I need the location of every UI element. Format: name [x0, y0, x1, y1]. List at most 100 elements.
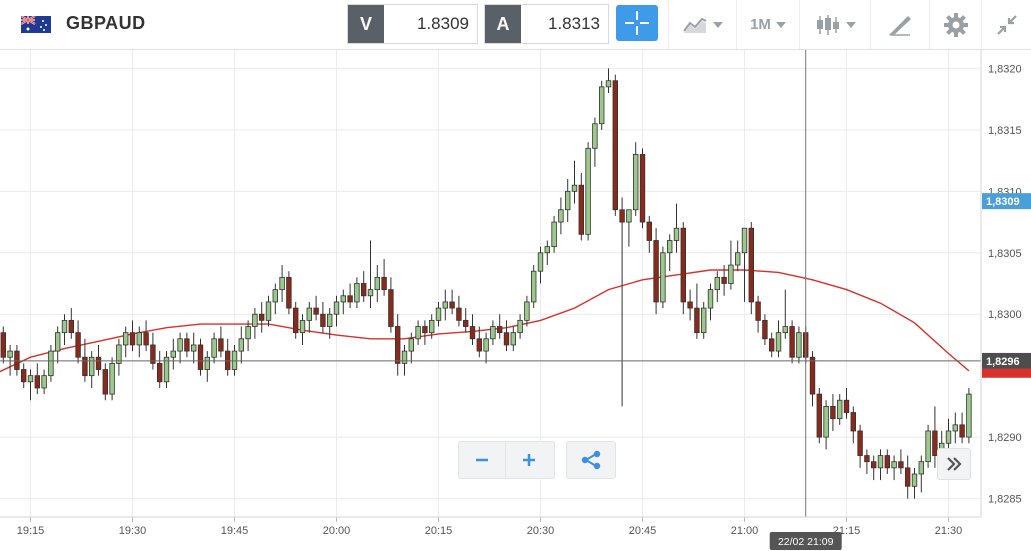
candle	[537, 246, 544, 284]
candle	[966, 387, 972, 444]
candle-body-up	[265, 301, 272, 321]
candle-body-down	[850, 412, 856, 432]
candle	[123, 326, 129, 358]
candle	[503, 320, 510, 352]
candle	[129, 320, 136, 352]
candle-body-down	[347, 295, 353, 303]
candle	[394, 314, 401, 376]
y-tick-label: 1,8290	[988, 432, 1022, 444]
price-chart[interactable]: 22/02 21:09 1,83201,83151,83101,83051,83…	[0, 49, 1031, 551]
ask-quote[interactable]: A 1.8313	[484, 4, 609, 44]
settings-button[interactable]	[929, 0, 981, 49]
candle-body-down	[762, 319, 768, 340]
candle	[524, 295, 530, 327]
crosshair-icon	[625, 11, 649, 35]
candle-body-down	[258, 313, 265, 321]
candle	[605, 68, 612, 94]
candle	[197, 338, 204, 376]
collapse-button[interactable]	[981, 0, 1031, 49]
candle-body-down	[748, 227, 754, 303]
candle	[435, 301, 442, 327]
candle	[891, 455, 897, 481]
candle	[299, 314, 306, 345]
candle-body-up	[27, 375, 34, 383]
candle	[340, 289, 346, 315]
candle-body-down	[102, 369, 108, 395]
gear-icon	[943, 12, 968, 37]
candle-body-down	[578, 184, 584, 235]
candle	[190, 332, 197, 364]
candle-body-down	[884, 455, 890, 469]
candle-body-down	[871, 461, 877, 469]
candle	[462, 308, 469, 333]
candle	[156, 351, 163, 388]
bid-quote[interactable]: V 1.8309	[347, 4, 478, 44]
candle	[673, 203, 680, 253]
candle-body-down	[286, 276, 292, 309]
candle	[211, 332, 217, 364]
x-tick-label: 20:45	[629, 525, 657, 537]
candle	[585, 142, 591, 241]
candle	[490, 320, 496, 345]
candle	[41, 369, 47, 395]
candle-body-up	[605, 80, 612, 88]
candle-body-down	[809, 356, 816, 395]
candle-body-down	[830, 405, 836, 420]
candle	[918, 455, 924, 493]
candle	[843, 387, 850, 419]
x-tick-label: 21:30	[935, 525, 963, 537]
candle-body-down	[694, 307, 700, 334]
candle	[728, 240, 734, 290]
candle-body-down	[313, 307, 319, 315]
candle	[932, 406, 938, 468]
candle-body-up	[435, 307, 442, 321]
candle	[769, 332, 775, 358]
timeframe-menu[interactable]: 1M	[736, 0, 799, 49]
crosshair-label-bg	[769, 532, 842, 550]
candle-body-up	[524, 301, 530, 321]
x-tick-label: 19:15	[17, 525, 45, 537]
zoom-in-button[interactable]	[506, 442, 552, 478]
crosshair-button[interactable]	[616, 5, 658, 41]
scroll-to-latest-button[interactable]	[937, 448, 971, 480]
candle	[374, 265, 380, 302]
candle	[456, 295, 462, 327]
candle-body-down	[864, 455, 870, 463]
candle-body-up	[483, 338, 489, 352]
drawing-tools-button[interactable]	[870, 0, 929, 49]
candle	[660, 246, 666, 309]
candle-body-up	[367, 289, 374, 297]
candle-body-up	[585, 147, 591, 235]
candle	[762, 314, 768, 345]
candle-body-up	[442, 301, 448, 309]
candle	[75, 320, 81, 364]
zoom-out-button[interactable]	[459, 442, 506, 478]
candle	[231, 344, 238, 376]
candle	[0, 326, 6, 364]
candle-body-down	[320, 313, 326, 327]
candle-body-down	[843, 399, 850, 413]
candle-body-up	[531, 270, 537, 303]
candle	[218, 326, 224, 358]
candle	[415, 320, 421, 345]
candle	[401, 344, 408, 376]
share-button[interactable]	[567, 442, 615, 478]
chart-type-menu[interactable]	[668, 0, 736, 49]
candle	[850, 406, 856, 444]
candle	[653, 228, 659, 315]
candle-body-down	[612, 80, 618, 211]
candle-body-up	[177, 338, 183, 352]
candle-body-up	[299, 319, 306, 334]
candle-body-down	[959, 424, 965, 438]
candle-style-menu[interactable]	[799, 0, 870, 49]
candle-body-up	[490, 326, 496, 340]
candle	[952, 412, 958, 444]
plus-icon	[523, 454, 535, 466]
candle-body-up	[136, 332, 142, 346]
candle-body-up	[544, 246, 550, 254]
candle	[55, 326, 61, 364]
candle-body-up	[510, 332, 516, 346]
candle-body-down	[653, 240, 659, 303]
candle	[170, 338, 176, 370]
candle	[959, 412, 965, 444]
